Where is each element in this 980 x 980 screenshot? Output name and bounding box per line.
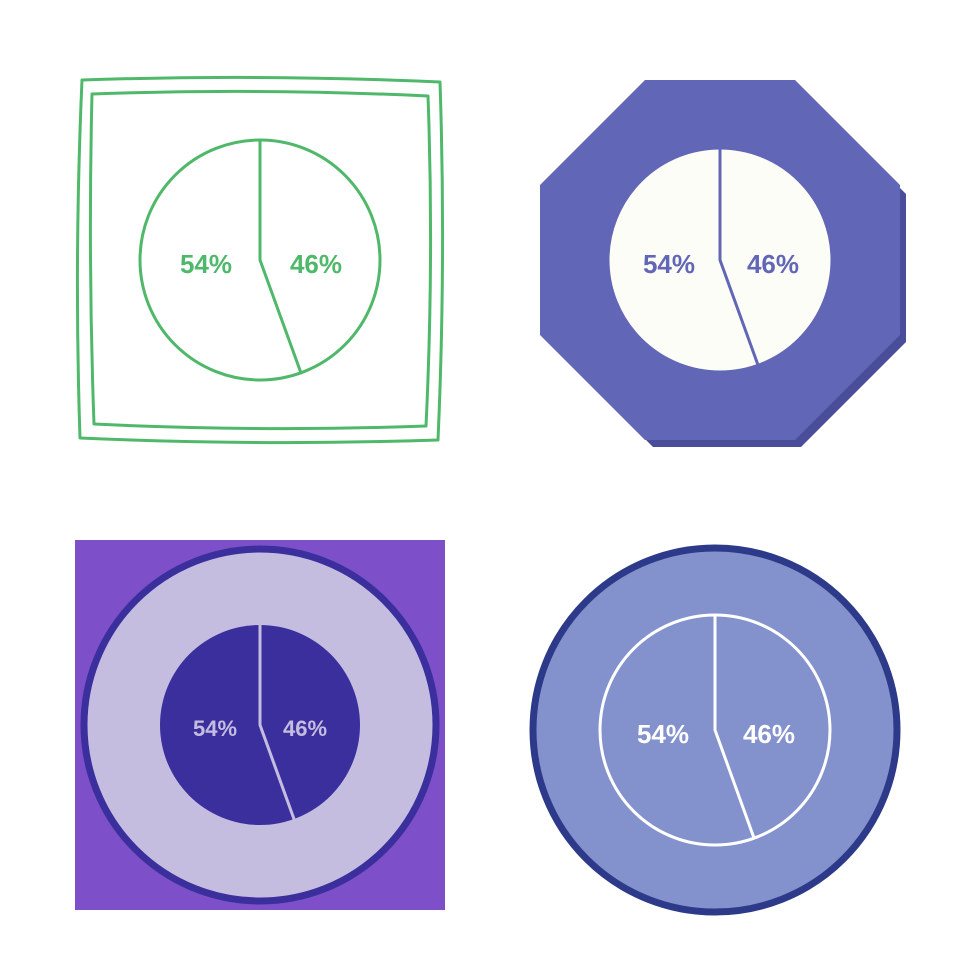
pie-label-right: 46% [743, 719, 795, 749]
pie-label-left: 54% [180, 249, 232, 279]
pie-chart-filled-circle: 54% 46% [525, 540, 905, 920]
pie-chart-sketchy: 54% 46% [70, 70, 450, 450]
pie-label-right: 46% [747, 249, 799, 279]
panel-bottom-right: 54% 46% [525, 540, 905, 920]
pie-chart-ring: 54% 46% [75, 540, 445, 910]
chart-grid: 54% 46% 54% 46% [0, 0, 980, 980]
pie-label-right: 46% [283, 716, 327, 741]
panel-top-left: 54% 46% [70, 70, 450, 450]
pie-label-left: 54% [637, 719, 689, 749]
pie-label-right: 46% [290, 249, 342, 279]
pie-label-left: 54% [643, 249, 695, 279]
panel-top-right: 54% 46% [525, 70, 915, 460]
pie-chart-octagon: 54% 46% [525, 70, 915, 460]
panel-bottom-left: 54% 46% [75, 540, 445, 910]
pie-label-left: 54% [193, 716, 237, 741]
